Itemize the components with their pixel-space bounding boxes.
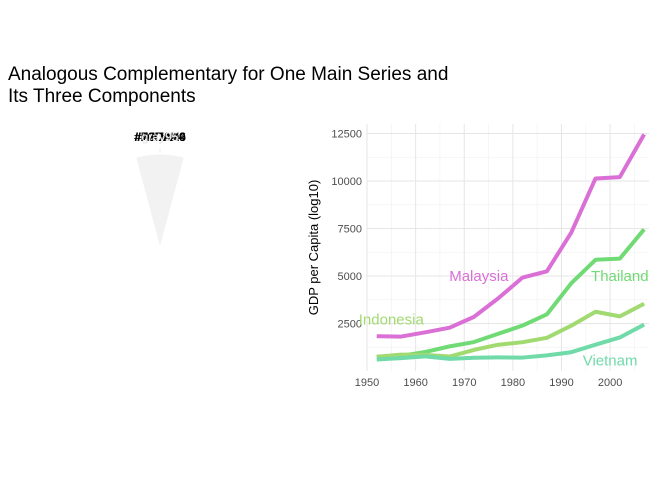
pie-label: gray95 xyxy=(142,130,179,144)
pie-chart: #DA70D6gray95gray95gray95gray95#A1DA70#7… xyxy=(134,130,186,250)
series-line xyxy=(376,322,646,362)
y-tick-label: 5000 xyxy=(338,271,362,283)
x-tick-label: 1980 xyxy=(501,377,525,389)
x-tick-label: 2000 xyxy=(598,377,622,389)
pie-label: #DA70D6 xyxy=(134,130,186,144)
y-tick-label: 7500 xyxy=(338,224,362,236)
y-tick-label: 12500 xyxy=(331,129,362,141)
series-label: Malaysia xyxy=(449,268,509,285)
y-tick-label: 10000 xyxy=(331,176,362,188)
x-tick-label: 1990 xyxy=(549,377,573,389)
series-label: Indonesia xyxy=(359,312,425,329)
pie-label: gray95 xyxy=(142,130,179,144)
line-chart: 1950 1960 1970 1980 1990 2000 2500 5000 7500 1000… xyxy=(306,124,649,389)
series-line xyxy=(376,228,646,359)
pie-label: #70DA74 xyxy=(135,130,185,144)
x-tick-label: 1950 xyxy=(355,377,379,389)
pie-label: #A1DA70 xyxy=(134,130,186,144)
x-tick-label: 1970 xyxy=(452,377,476,389)
pie-label: gray95 xyxy=(142,130,179,144)
pie-label: #70DAA9 xyxy=(134,130,186,144)
series-label: Thailand xyxy=(591,268,649,285)
pie-slice xyxy=(135,153,185,250)
y-tick-label: 2500 xyxy=(338,319,362,331)
x-tick-label: 1960 xyxy=(403,377,427,389)
pie-label: gray95 xyxy=(142,130,179,144)
series-line xyxy=(376,133,646,339)
pie-label: gray95 xyxy=(142,130,179,144)
pie-label: gray95 xyxy=(142,130,179,144)
y-axis-title: GDP per Capita (log10) xyxy=(306,180,321,316)
pie-label: gray95 xyxy=(142,130,179,144)
chart-title: Analogous Complementary for One Main Ser… xyxy=(8,64,449,107)
pie-label: gray95 xyxy=(142,130,179,144)
series-label: Vietnam xyxy=(583,352,638,369)
